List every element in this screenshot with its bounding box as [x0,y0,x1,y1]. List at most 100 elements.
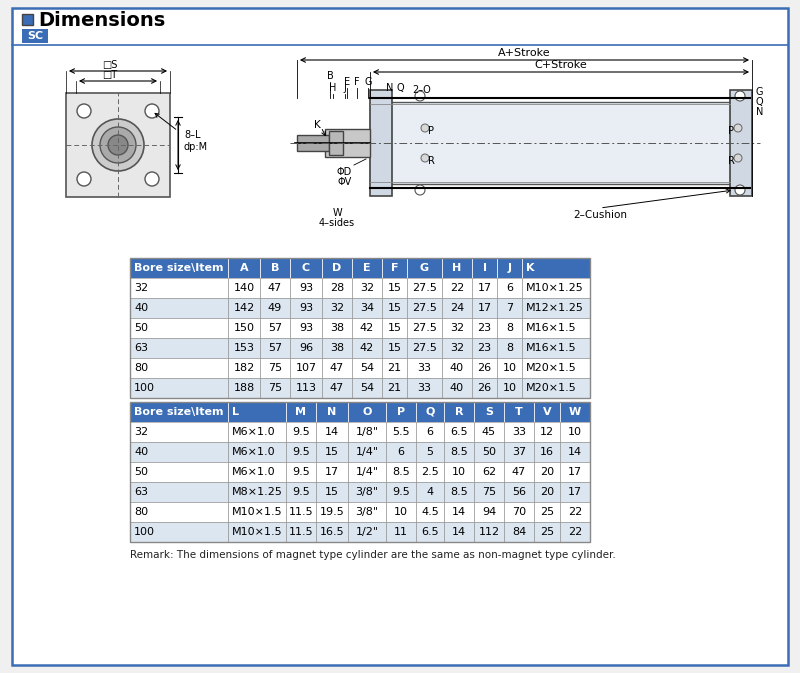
Text: □S: □S [102,60,118,70]
Text: T: T [515,407,523,417]
Text: 150: 150 [234,323,254,333]
Bar [348,502,386,522]
Text: 84: 84 [512,527,526,537]
Bar [130,402,228,422]
Text: 16.5: 16.5 [320,527,344,537]
Bar [522,278,590,298]
Text: 32: 32 [450,323,464,333]
Bar [322,298,352,318]
Circle shape [421,124,429,132]
Bar [442,378,472,398]
Text: 24: 24 [450,303,464,313]
Text: 10: 10 [502,363,517,373]
Text: C: C [302,263,310,273]
Text: 40: 40 [134,447,148,457]
Text: 14: 14 [568,447,582,457]
Text: 33: 33 [418,363,431,373]
Text: B: B [271,263,279,273]
Text: P: P [728,126,734,136]
Bar [228,422,286,442]
Bar [522,338,590,358]
Text: D: D [332,263,342,273]
Text: 142: 142 [234,303,254,313]
Text: 2–Cushion: 2–Cushion [573,210,627,220]
Text: A+Stroke: A+Stroke [498,48,551,58]
Text: 42: 42 [360,323,374,333]
Text: N: N [386,83,394,93]
Text: 11: 11 [394,527,408,537]
Bar [260,258,290,278]
Text: 22: 22 [450,283,464,293]
Bar [386,522,416,542]
Bar [407,298,442,318]
Bar [560,522,590,542]
Text: SC: SC [27,31,43,41]
Bar [534,442,560,462]
Text: 93: 93 [299,323,313,333]
Text: 37: 37 [512,447,526,457]
Bar [228,402,286,422]
Bar [472,358,497,378]
Bar [442,278,472,298]
Bar [386,442,416,462]
Text: 6: 6 [506,283,513,293]
Text: 75: 75 [482,487,496,497]
Bar [130,402,590,542]
Text: □T: □T [102,70,118,80]
Text: 80: 80 [134,507,148,517]
Text: 9.5: 9.5 [392,487,410,497]
Text: 54: 54 [360,383,374,393]
Text: 49: 49 [268,303,282,313]
Bar [416,482,444,502]
Text: 23: 23 [478,343,491,353]
Text: 11.5: 11.5 [289,527,314,537]
Text: 10: 10 [502,383,517,393]
Text: 14: 14 [325,427,339,437]
Bar [352,318,382,338]
Text: I: I [482,263,486,273]
Bar [228,502,286,522]
Bar [322,258,352,278]
Text: J: J [507,263,511,273]
Bar [130,258,590,398]
Bar [260,318,290,338]
Bar [386,482,416,502]
Text: 9.5: 9.5 [292,467,310,477]
Text: 15: 15 [325,487,339,497]
Text: 27.5: 27.5 [412,283,437,293]
Text: 6: 6 [426,427,434,437]
Text: 17: 17 [568,487,582,497]
Bar [130,358,228,378]
Text: 33: 33 [418,383,431,393]
Text: 27.5: 27.5 [412,303,437,313]
Text: 21: 21 [387,383,402,393]
Bar [260,338,290,358]
Bar [504,522,534,542]
Bar [386,502,416,522]
Text: 47: 47 [330,363,344,373]
Text: 45: 45 [482,427,496,437]
Text: 100: 100 [134,383,155,393]
Bar [416,522,444,542]
Bar [474,462,504,482]
Text: M10×1.5: M10×1.5 [232,507,282,517]
Text: W: W [332,208,342,218]
Text: 47: 47 [512,467,526,477]
Text: 33: 33 [512,427,526,437]
Text: 20: 20 [540,487,554,497]
Text: 50: 50 [134,323,148,333]
Text: W: W [569,407,581,417]
Bar [504,422,534,442]
Text: 188: 188 [234,383,254,393]
Bar [286,442,316,462]
Text: 22: 22 [568,527,582,537]
Bar [442,258,472,278]
Bar [497,338,522,358]
Text: G: G [420,263,429,273]
Text: 25: 25 [540,527,554,537]
Text: 94: 94 [482,507,496,517]
Bar [474,442,504,462]
Text: 47: 47 [268,283,282,293]
Bar [472,318,497,338]
Text: 112: 112 [478,527,499,537]
